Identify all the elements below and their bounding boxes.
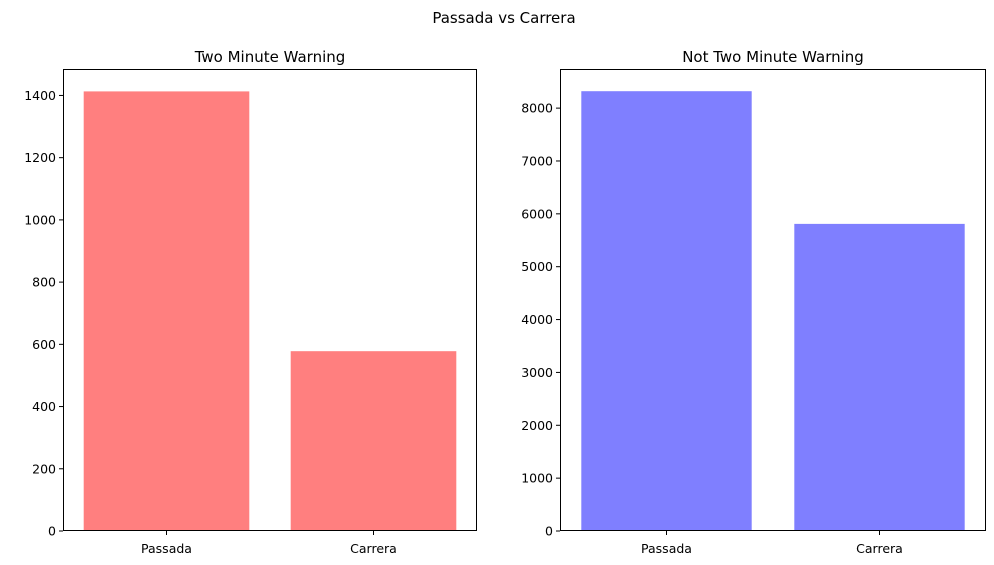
y-tick-label: 1200 bbox=[24, 150, 56, 165]
y-tick-label: 400 bbox=[32, 399, 56, 414]
right-subplot: 0 1000 2000 3000 4000 5000 6000 7000 8000 Passada… bbox=[521, 48, 986, 556]
x-tick-label-carrera: Carrera bbox=[856, 541, 903, 556]
subplot-title: Two Minute Warning bbox=[194, 48, 346, 66]
x-tick-label-passada: Passada bbox=[641, 541, 692, 556]
y-tick-label: 0 bbox=[48, 524, 56, 539]
bar-carrera bbox=[794, 223, 965, 531]
y-tick-label: 4000 bbox=[521, 312, 553, 327]
y-tick-label: 600 bbox=[32, 337, 56, 352]
y-tick-label: 3000 bbox=[521, 365, 553, 380]
bar-passada bbox=[581, 91, 752, 532]
y-tick-label: 1000 bbox=[521, 471, 553, 486]
y-tick-label: 7000 bbox=[521, 153, 553, 168]
x-tick-label-carrera: Carrera bbox=[350, 541, 397, 556]
axes-frame bbox=[560, 69, 986, 531]
figure-suptitle: Passada vs Carrera bbox=[432, 9, 575, 27]
y-tick-label: 800 bbox=[32, 275, 56, 290]
y-tick-label: 1000 bbox=[24, 212, 56, 227]
y-tick-label: 5000 bbox=[521, 259, 553, 274]
y-tick-label: 0 bbox=[545, 524, 553, 539]
x-tick-label-passada: Passada bbox=[141, 541, 192, 556]
axes-frame bbox=[63, 69, 477, 531]
y-tick-label: 8000 bbox=[521, 101, 553, 116]
y-tick-label: 2000 bbox=[521, 418, 553, 433]
subplot-title: Not Two Minute Warning bbox=[682, 48, 864, 66]
y-tick-label: 6000 bbox=[521, 206, 553, 221]
bar-passada bbox=[83, 91, 250, 532]
y-tick-label: 200 bbox=[32, 461, 56, 476]
bar-carrera bbox=[290, 351, 457, 531]
left-subplot: 0 200 400 600 800 1000 1200 1400 Passada Carrera T… bbox=[24, 48, 477, 556]
y-tick-label: 1400 bbox=[24, 88, 56, 103]
